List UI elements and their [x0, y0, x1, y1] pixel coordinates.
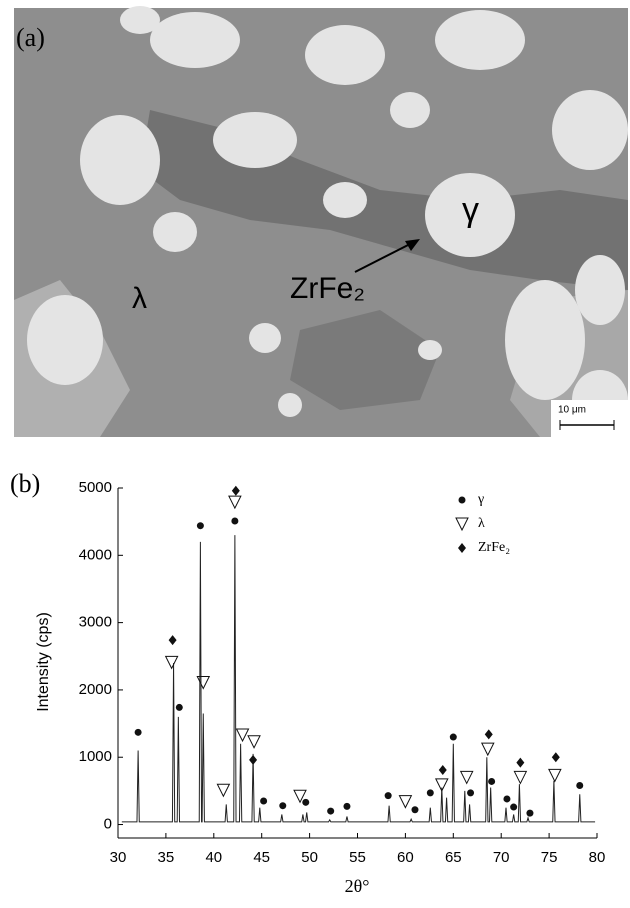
- marker: [279, 802, 287, 810]
- marker: [438, 765, 447, 776]
- marker: [249, 754, 258, 765]
- marker: [216, 783, 231, 798]
- y-tick-label: 5000: [79, 479, 112, 496]
- marker: [247, 735, 261, 749]
- marker: [426, 789, 434, 797]
- marker: [516, 757, 525, 768]
- marker: [411, 806, 419, 814]
- marker: [488, 777, 496, 785]
- y-tick-label: 2000: [79, 681, 112, 698]
- panel-label: (b): [10, 469, 40, 498]
- marker: [231, 485, 240, 496]
- arrow: [354, 242, 413, 273]
- marker: [467, 789, 475, 797]
- marker: [260, 797, 268, 805]
- phase-label: γ: [462, 191, 479, 229]
- x-tick-label: 65: [445, 849, 462, 866]
- marker: [168, 635, 177, 646]
- x-tick-label: 50: [301, 849, 318, 866]
- legend-label: γ: [477, 492, 484, 507]
- marker: [526, 809, 534, 817]
- marker: [398, 795, 413, 809]
- x-tick-label: 40: [205, 849, 222, 866]
- x-tick-label: 75: [541, 849, 558, 866]
- marker: [480, 742, 495, 757]
- marker: [293, 789, 307, 804]
- scale-bar-label: 10 μm: [558, 405, 586, 416]
- marker: [548, 768, 562, 783]
- x-tick-label: 35: [158, 849, 175, 866]
- legend-marker: [458, 543, 466, 553]
- marker: [484, 729, 493, 740]
- x-axis-label: 2θ°: [345, 876, 370, 896]
- x-tick-label: 45: [253, 849, 270, 866]
- marker: [384, 792, 392, 800]
- legend-label: λ: [478, 516, 485, 531]
- arrow-head: [405, 239, 420, 251]
- marker: [510, 803, 518, 811]
- marker: [459, 770, 474, 785]
- xrd-chart: (b) Intensity (cps) 2θ° 0 1000 2000 3000 400…: [10, 469, 605, 896]
- scale-bar-box: [551, 400, 628, 437]
- marker: [513, 770, 528, 785]
- marker: [551, 752, 560, 763]
- marker: [503, 795, 511, 803]
- phase-label: λ: [132, 282, 147, 315]
- marker: [164, 655, 179, 670]
- spectrum-line: [121, 535, 596, 823]
- marker: [231, 517, 239, 525]
- y-axis-label: Intensity (cps): [35, 612, 52, 712]
- marker: [134, 728, 142, 736]
- y-tick-label: 4000: [79, 546, 112, 563]
- x-tick-label: 70: [493, 849, 510, 866]
- x-tick-label: 80: [589, 849, 606, 866]
- micrograph: 10 μm (a) γ λ ZrFe₂: [14, 6, 628, 437]
- light-grains: [27, 6, 628, 430]
- legend-marker: [455, 517, 469, 532]
- panel-label: (a): [16, 23, 45, 52]
- marker: [343, 802, 351, 810]
- dark-region: [290, 310, 440, 410]
- marker: [175, 703, 183, 711]
- marker: [576, 782, 584, 789]
- arrow-label: ZrFe₂: [290, 272, 365, 305]
- x-tick-label: 55: [349, 849, 366, 866]
- y-tick-label: 0: [104, 816, 112, 833]
- legend-label: ZrFe₂: [478, 540, 510, 555]
- marker: [302, 798, 310, 806]
- y-tick-label: 1000: [79, 748, 112, 765]
- y-tick-label: 3000: [79, 614, 112, 631]
- x-tick-label: 30: [110, 849, 127, 866]
- x-tick-label: 60: [397, 849, 414, 866]
- marker: [196, 676, 211, 690]
- marker: [196, 522, 204, 530]
- legend-marker: [458, 496, 466, 504]
- marker: [327, 807, 335, 815]
- marker: [434, 778, 449, 792]
- marker: [449, 733, 457, 741]
- marker: [235, 728, 250, 743]
- marker: [228, 495, 242, 510]
